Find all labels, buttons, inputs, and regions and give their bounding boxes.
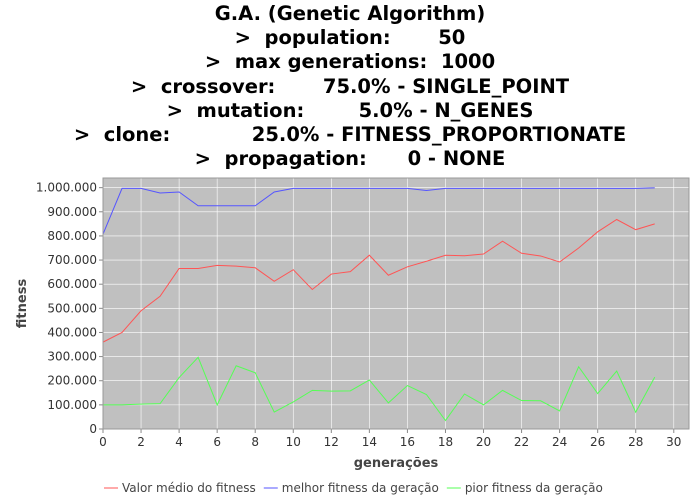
subtitle-max-generations: > max generations: 1000	[204, 50, 496, 74]
x-tick-label: 14	[362, 435, 377, 449]
y-tick-label: 1.000.000	[36, 181, 97, 195]
x-tick-label: 28	[628, 435, 643, 449]
x-tick-label: 20	[476, 435, 491, 449]
series-line	[103, 356, 656, 422]
subtitle-propagation: > propagation: 0 - NONE	[194, 147, 506, 171]
x-tick-label: 6	[213, 435, 221, 449]
legend: Valor médio do fitness melhor fitness da …	[104, 481, 603, 495]
y-tick-label: 300.000	[47, 350, 97, 364]
series-line	[102, 218, 655, 343]
axes: 0 2 4 6 8 10 12 14 16 18 20 22 24 26 28 300100.000200.0…	[36, 177, 690, 449]
legend-label: melhor fitness da geração	[282, 481, 439, 495]
x-axis-label: generações	[354, 456, 439, 471]
y-tick-label: 600.000	[47, 277, 97, 291]
series-line	[102, 187, 655, 235]
x-tick-label: 4	[175, 435, 183, 449]
subtitle-population: > population: 50	[234, 26, 466, 50]
y-tick-label: 200.000	[47, 374, 97, 388]
y-tick-label: 0	[89, 422, 97, 436]
x-tick-label: 24	[552, 435, 567, 449]
plot-area	[103, 178, 689, 429]
subtitle-crossover: > crossover: 75.0% - SINGLE_POINT	[130, 74, 570, 98]
chart-title: G.A. (Genetic Algorithm)	[214, 2, 486, 25]
x-tick-label: 16	[400, 435, 415, 449]
subtitle-clone: > clone: 25.0% - FITNESS_PROPORTIONATE	[73, 123, 627, 147]
subtitle-mutation: > mutation: 5.0% - N_GENES	[166, 98, 534, 122]
y-tick-label: 900.000	[47, 205, 97, 219]
series-layer	[102, 187, 656, 422]
y-axis-label: fitness	[15, 279, 30, 329]
x-tick-label: 0	[99, 435, 107, 449]
legend-label: pior fitness da geração	[465, 481, 603, 495]
plot-border	[102, 177, 690, 430]
x-tick-label: 12	[324, 435, 339, 449]
x-tick-label: 2	[137, 435, 145, 449]
y-tick-label: 800.000	[47, 229, 97, 243]
chart-title-block: G.A. (Genetic Algorithm) > population: 5…	[0, 2, 700, 171]
y-tick-label: 500.000	[47, 301, 97, 315]
y-tick-label: 100.000	[47, 398, 97, 412]
x-tick-label: 8	[251, 435, 259, 449]
x-tick-label: 30	[666, 435, 681, 449]
x-tick-label: 26	[590, 435, 605, 449]
x-tick-label: 10	[286, 435, 301, 449]
y-tick-label: 700.000	[47, 253, 97, 267]
y-tick-label: 400.000	[47, 325, 97, 339]
legend-label: Valor médio do fitness	[122, 481, 256, 495]
x-tick-label: 22	[514, 435, 529, 449]
x-tick-label: 18	[438, 435, 453, 449]
